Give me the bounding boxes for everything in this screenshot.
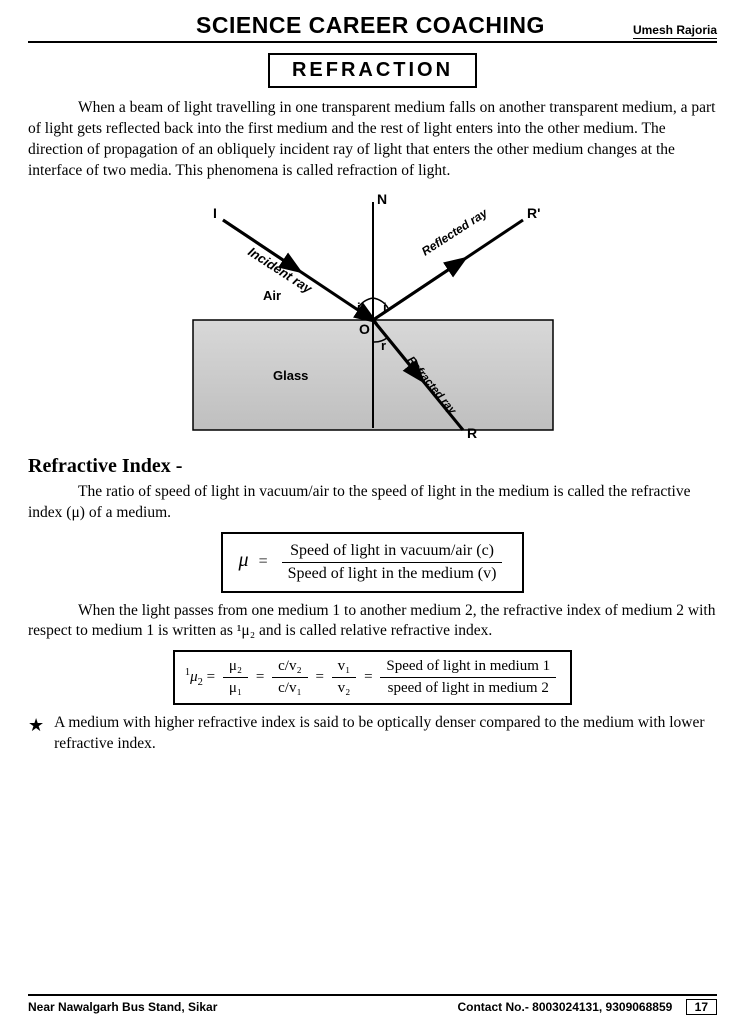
- svg-text:Glass: Glass: [273, 368, 308, 383]
- label-O: O: [359, 321, 370, 337]
- formula-relative-index: 1μ2 = μ₂μ₁ = c/v₂c/v₁ = v₁v₂ = Speed of …: [173, 650, 572, 705]
- svg-text:i: i: [383, 300, 387, 315]
- label-R: R: [467, 425, 477, 440]
- page-header: SCIENCE CAREER COACHING Umesh Rajoria: [28, 12, 717, 43]
- intro-paragraph: When a beam of light travelling in one t…: [28, 98, 717, 182]
- symbol-mu: μ: [239, 549, 249, 571]
- label-I: I: [213, 205, 217, 221]
- svg-text:Air: Air: [263, 288, 281, 303]
- svg-text:i: i: [357, 300, 361, 315]
- svg-text:Reflected ray: Reflected ray: [419, 205, 491, 259]
- note-optical-density: ★ A medium with higher refractive index …: [28, 713, 717, 755]
- label-N: N: [377, 191, 387, 207]
- coaching-title: SCIENCE CAREER COACHING: [28, 12, 633, 39]
- refraction-diagram: I N R' R O i i r Incident ray Reflected …: [163, 190, 583, 445]
- footer-contact: Contact No.- 8003024131, 9309068859: [457, 1000, 672, 1014]
- label-R1: R': [527, 205, 540, 221]
- star-icon: ★: [28, 713, 44, 755]
- relative-index-para: When the light passes from one medium 1 …: [28, 601, 717, 643]
- formula-mu-definition: μ = Speed of light in vacuum/air (c) Spe…: [221, 532, 525, 593]
- section-refractive-index: Refractive Index -: [28, 455, 717, 478]
- formula-numerator: Speed of light in vacuum/air (c): [282, 542, 503, 563]
- topic-title: REFRACTION: [268, 53, 477, 88]
- note-text: A medium with higher refractive index is…: [54, 713, 717, 755]
- page-number: 17: [686, 999, 717, 1015]
- footer-address: Near Nawalgarh Bus Stand, Sikar: [28, 1000, 217, 1014]
- formula-denominator: Speed of light in the medium (v): [282, 563, 503, 583]
- refractive-index-para: The ratio of speed of light in vacuum/ai…: [28, 482, 717, 524]
- svg-text:r: r: [381, 338, 386, 353]
- author-name: Umesh Rajoria: [633, 23, 717, 39]
- page-footer: Near Nawalgarh Bus Stand, Sikar Contact …: [28, 994, 717, 1014]
